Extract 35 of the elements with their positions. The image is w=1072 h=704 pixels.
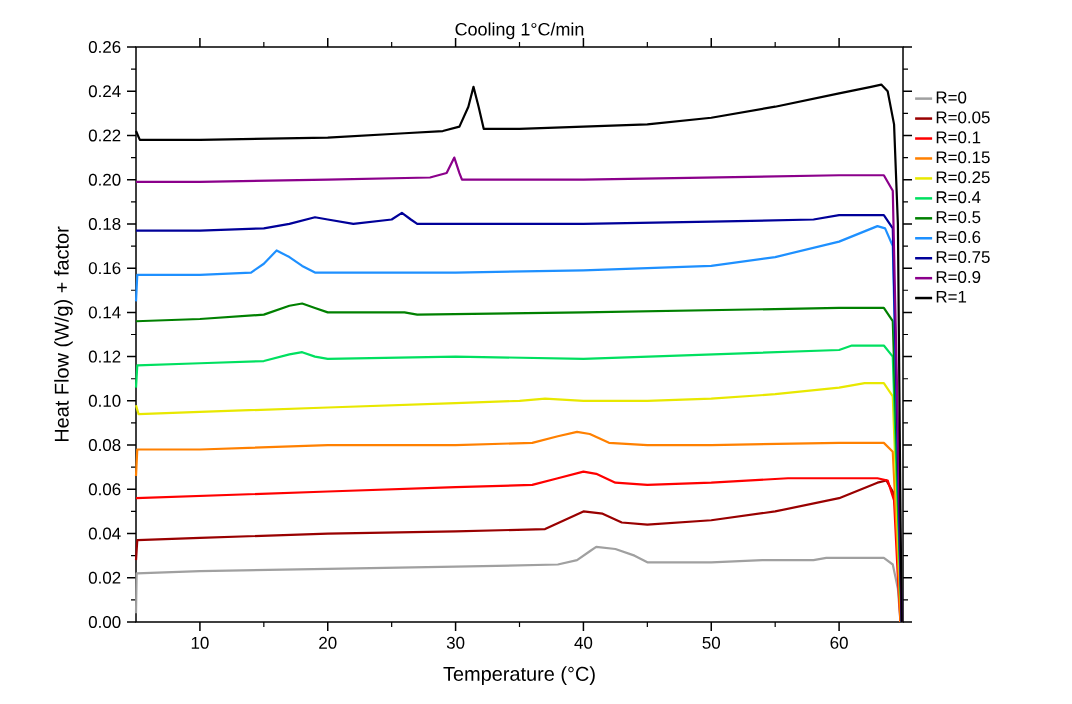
y-tick-label: 0.18	[88, 217, 121, 230]
y-tick-label: 0.12	[88, 350, 121, 363]
y-tick-label: 0.26	[88, 41, 121, 53]
legend-label: R=0.4	[936, 191, 981, 204]
legend-label: R=0.75	[936, 251, 990, 264]
y-tick-label: 0.24	[88, 85, 121, 98]
legend-label: R=0	[936, 91, 967, 104]
y-tick-label: 0.02	[88, 571, 121, 584]
x-tick-label: 50	[702, 636, 721, 649]
line-series	[134, 430, 902, 624]
y-tick-label: 0.16	[88, 262, 121, 275]
y-axis-title: Heat Flow (W/g) + factor	[54, 226, 73, 442]
legend-label: R=1	[936, 290, 967, 303]
x-tick-label: 10	[191, 636, 209, 649]
legend-label: R=0.5	[936, 211, 981, 224]
legend-label: R=0.6	[936, 231, 981, 244]
x-tick-label: 20	[319, 636, 337, 649]
y-tick-label: 0.06	[88, 483, 121, 496]
x-tick-label: 30	[446, 636, 465, 649]
legend-label: R=0.25	[936, 171, 990, 184]
x-tick-label: 60	[830, 636, 848, 649]
legend-label: R=0.05	[936, 111, 990, 124]
legend-label: R=0.9	[936, 271, 981, 283]
legend-label: R=0.15	[936, 151, 990, 164]
y-tick-label: 0.14	[88, 306, 121, 319]
y-tick-label: 0.04	[88, 527, 121, 540]
y-tick-label: 0.22	[88, 129, 121, 142]
x-tick-label: 40	[574, 636, 593, 649]
x-axis-title: Temperature (°C)	[443, 666, 595, 685]
y-tick-label: 0.00	[88, 616, 121, 628]
y-tick-label: 0.20	[88, 173, 121, 186]
y-tick-label: 0.10	[88, 394, 121, 407]
chart-title: Cooling 1°C/min	[455, 22, 584, 40]
legend-label: R=0.1	[936, 131, 981, 144]
y-tick-label: 0.08	[88, 439, 121, 452]
